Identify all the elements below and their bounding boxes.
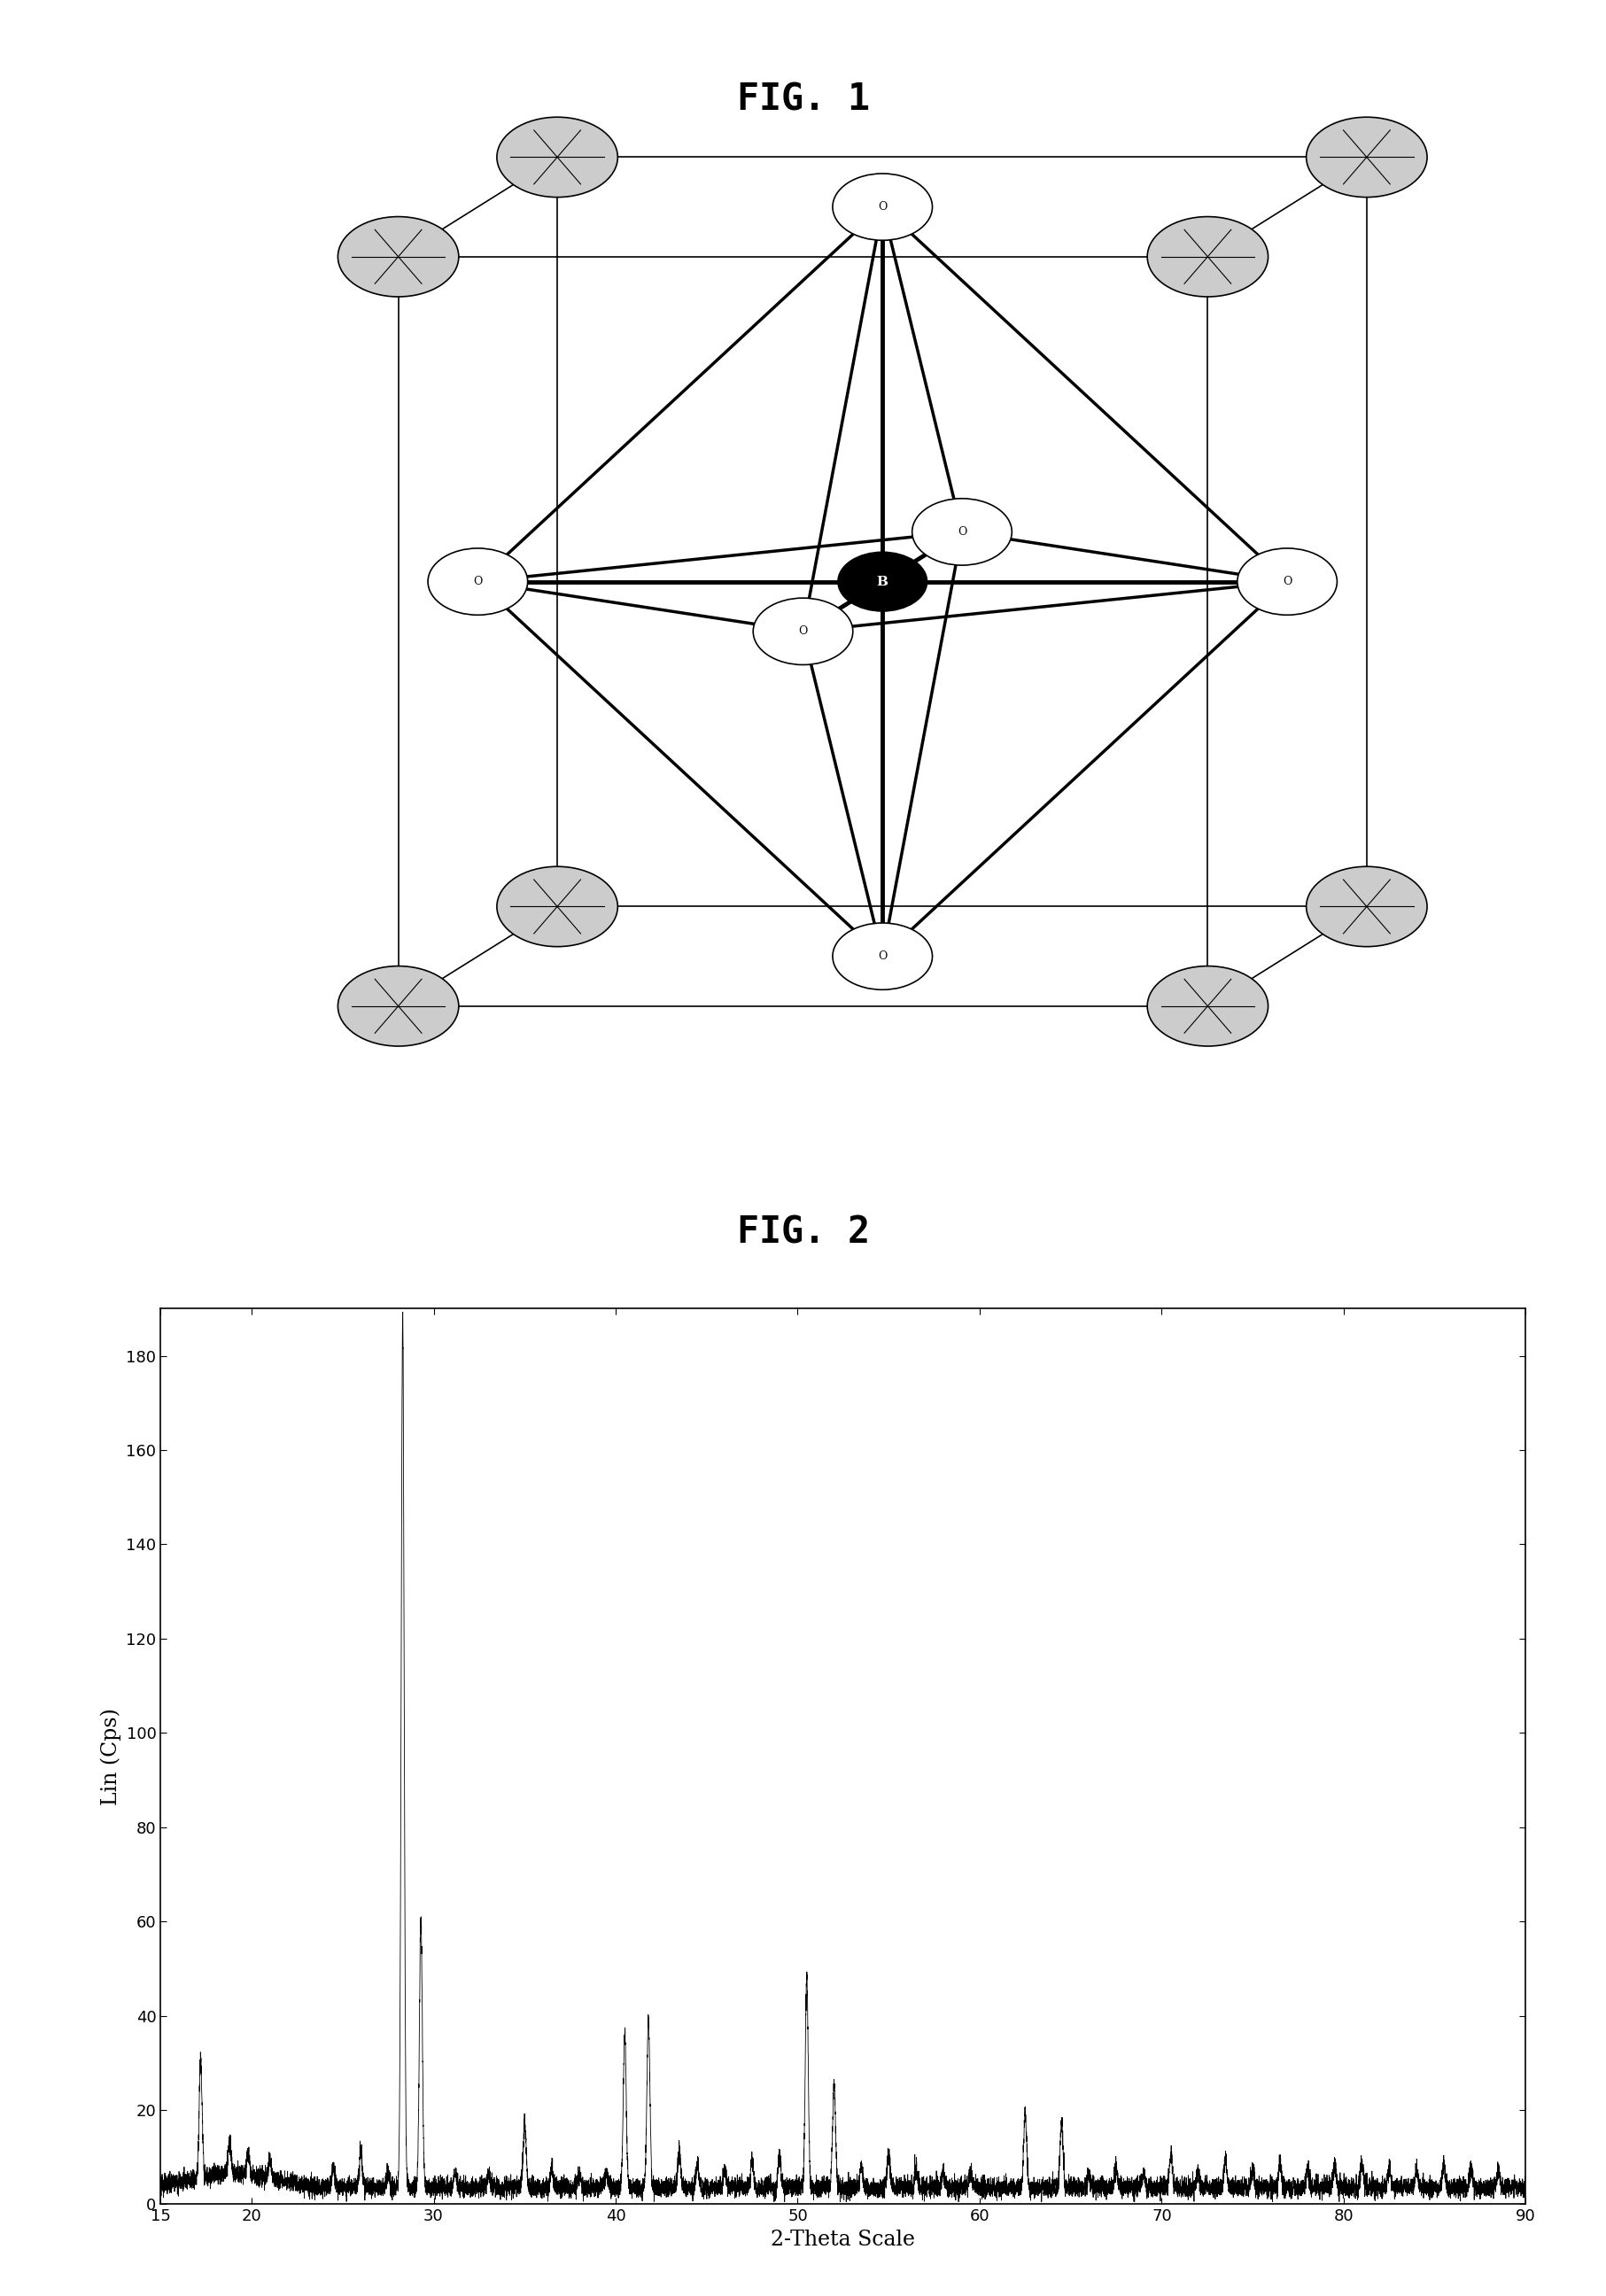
Ellipse shape — [337, 216, 459, 296]
Ellipse shape — [1306, 866, 1428, 946]
Ellipse shape — [832, 174, 933, 241]
Text: O: O — [474, 576, 482, 588]
Text: O: O — [878, 951, 887, 962]
Y-axis label: Lin (Cps): Lin (Cps) — [100, 1708, 120, 1805]
Ellipse shape — [753, 597, 853, 666]
Text: O: O — [798, 625, 808, 638]
Ellipse shape — [912, 498, 1012, 565]
Text: O: O — [957, 526, 967, 537]
Text: B: B — [877, 576, 888, 588]
Text: O: O — [878, 202, 887, 214]
Ellipse shape — [337, 967, 459, 1047]
Ellipse shape — [838, 551, 927, 611]
X-axis label: 2-Theta Scale: 2-Theta Scale — [771, 2229, 915, 2250]
Text: O: O — [1283, 576, 1291, 588]
Ellipse shape — [1147, 216, 1269, 296]
Ellipse shape — [1306, 117, 1428, 197]
Ellipse shape — [1237, 549, 1338, 615]
Text: FIG. 2: FIG. 2 — [737, 1215, 869, 1251]
Ellipse shape — [832, 923, 933, 990]
Ellipse shape — [1147, 967, 1269, 1047]
Ellipse shape — [496, 117, 618, 197]
Text: FIG. 1: FIG. 1 — [737, 80, 869, 119]
Ellipse shape — [427, 549, 528, 615]
Ellipse shape — [496, 866, 618, 946]
